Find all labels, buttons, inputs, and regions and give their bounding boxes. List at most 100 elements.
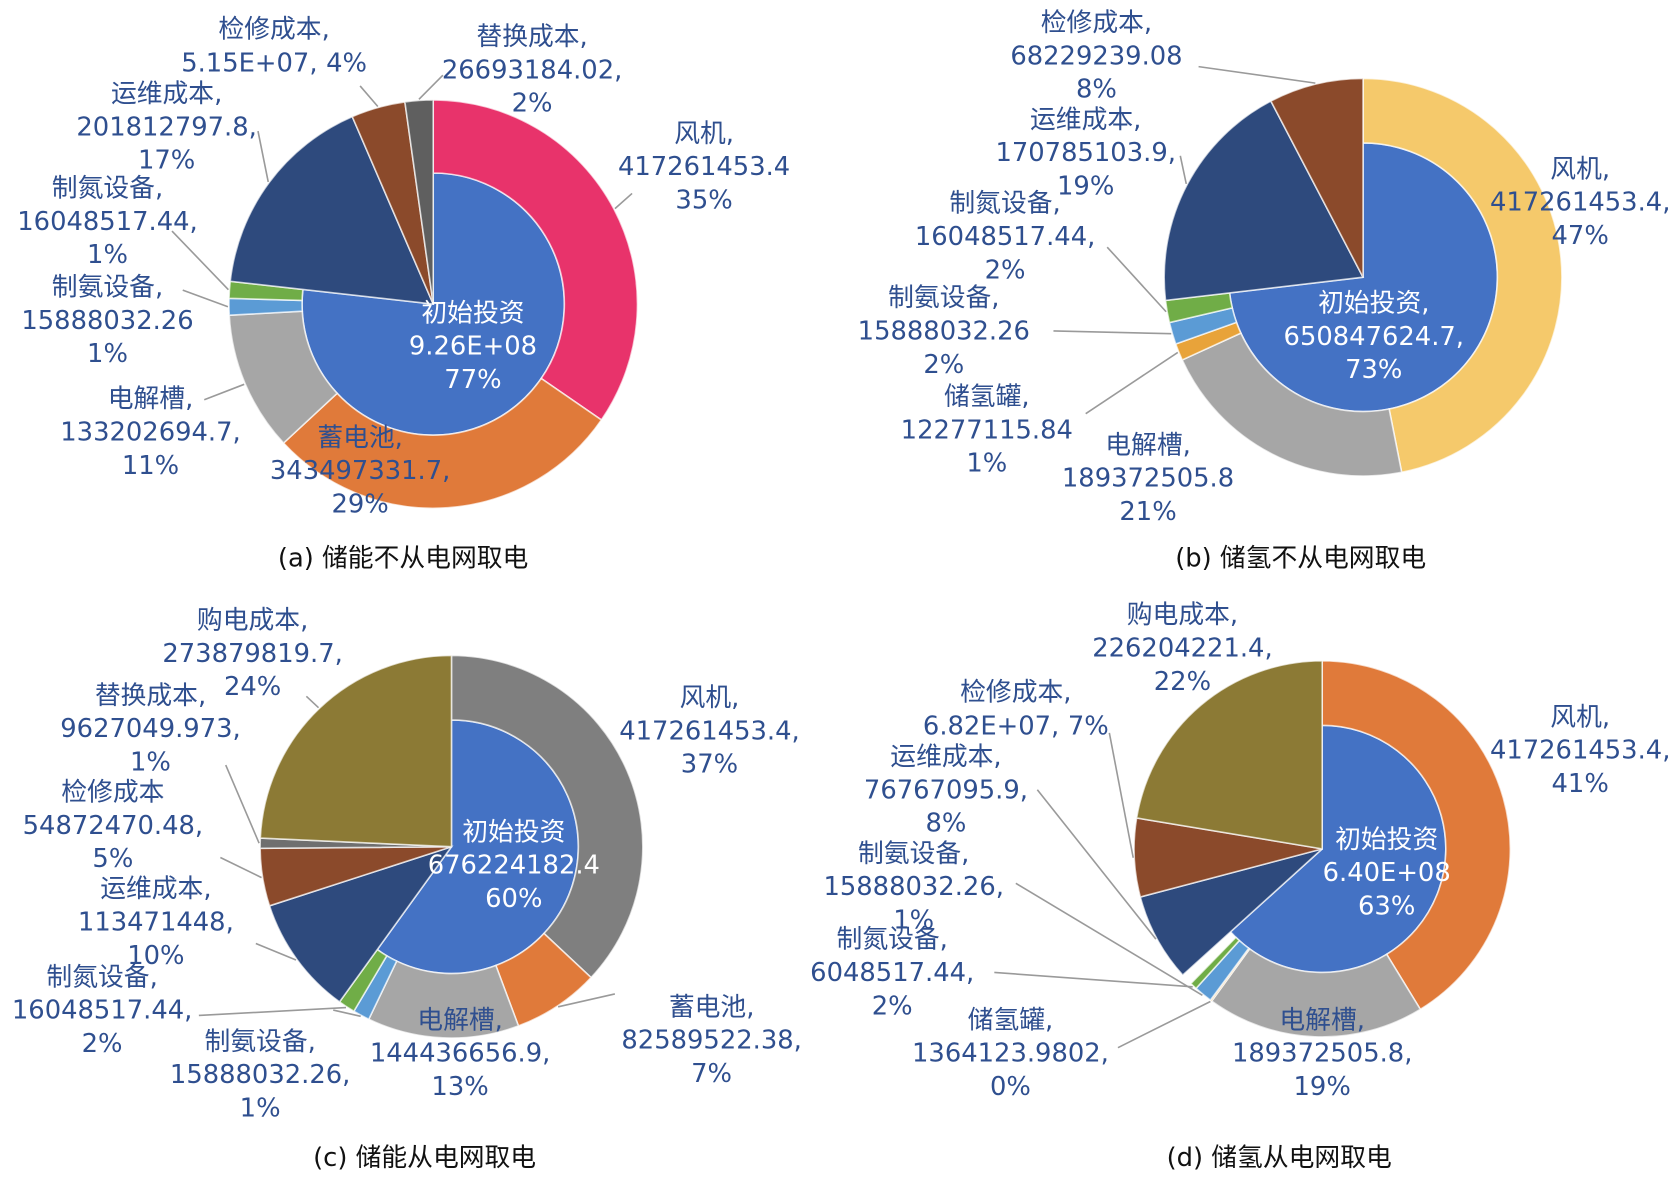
caption: (a) 储能不从电网取电 bbox=[278, 543, 528, 573]
label-value: 76767095.9, bbox=[864, 775, 1028, 805]
label-name: 制氨设备, bbox=[888, 283, 999, 313]
label-percent: 35% bbox=[675, 185, 732, 215]
label-percent: 2% bbox=[512, 89, 553, 119]
label-name: 运维成本, bbox=[100, 874, 211, 904]
label-percent: 2% bbox=[872, 991, 913, 1021]
label-percent: 41% bbox=[1552, 769, 1609, 799]
label-percent: 1% bbox=[893, 905, 934, 935]
label-percent: 17% bbox=[138, 146, 195, 176]
label-percent: 8% bbox=[1076, 75, 1117, 105]
leader-line bbox=[1106, 246, 1167, 313]
label-percent: 13% bbox=[431, 1072, 488, 1102]
label-value: 6.40E+08 bbox=[1323, 858, 1451, 888]
label-value: 676224182.4 bbox=[428, 851, 600, 881]
label-value: 1364123.9802, bbox=[912, 1039, 1109, 1069]
ring-wedge bbox=[1362, 77, 1563, 474]
leader-line bbox=[220, 856, 262, 879]
label-name: 风机, bbox=[674, 119, 734, 149]
ring-wedge bbox=[1321, 660, 1512, 1011]
label-value: 16048517.44, bbox=[12, 996, 192, 1026]
label-percent: 77% bbox=[444, 365, 501, 395]
label-name: 购电成本, bbox=[1127, 600, 1238, 630]
label-name: 风机, bbox=[680, 683, 740, 713]
label-name: 运维成本, bbox=[111, 79, 222, 109]
label-percent: 11% bbox=[122, 451, 179, 481]
label-percent: 7% bbox=[1068, 711, 1109, 741]
label-name: 初始投资 bbox=[421, 298, 524, 328]
pie-wedge bbox=[229, 115, 435, 306]
label-name: 蓄电池, bbox=[669, 992, 755, 1022]
label-percent: 8% bbox=[926, 809, 967, 839]
label-name: 制氨设备, bbox=[204, 1027, 315, 1057]
ring-wedge bbox=[450, 654, 644, 979]
label-percent: 63% bbox=[1358, 891, 1415, 921]
label-value: 417261453.4, bbox=[1490, 736, 1670, 766]
label-value: 189372505.8, bbox=[1232, 1039, 1412, 1069]
label-value: 273879819.7, bbox=[162, 639, 342, 669]
label-percent: 2% bbox=[923, 350, 964, 380]
label-value: 113471448, bbox=[78, 908, 234, 938]
leader-line bbox=[557, 993, 616, 1008]
label-value: 9627049.973, bbox=[60, 714, 240, 744]
label-name: 制氨设备, bbox=[858, 839, 969, 869]
pie-wedge bbox=[403, 99, 435, 305]
label-name: 风机, bbox=[1550, 702, 1610, 732]
label-name: 检修成本 bbox=[61, 778, 164, 808]
label-percent: 19% bbox=[1057, 171, 1114, 201]
label-value: 16048517.44, bbox=[915, 222, 1095, 252]
label-name: 购电成本, bbox=[197, 606, 308, 636]
leader-line bbox=[359, 85, 379, 107]
leader-line bbox=[418, 74, 444, 100]
pie-wedge bbox=[268, 845, 454, 1003]
leader-line bbox=[224, 764, 260, 844]
label-name: 储氢罐, bbox=[944, 382, 1030, 412]
label-name: 制氮设备, bbox=[52, 174, 163, 204]
leader-line bbox=[1198, 65, 1316, 84]
label-name: 电解槽, bbox=[1105, 430, 1191, 460]
label-value: 12277115.84 bbox=[901, 415, 1073, 445]
label-value: 417261453.4, bbox=[1490, 188, 1670, 218]
label-name: 制氮设备, bbox=[46, 962, 157, 992]
label-percent: 1% bbox=[87, 240, 128, 270]
leader-line bbox=[1053, 330, 1172, 335]
label-percent: 1% bbox=[130, 747, 171, 777]
label-percent: 19% bbox=[1294, 1072, 1351, 1102]
label-name: 运维成本, bbox=[1030, 105, 1141, 135]
label-value: 650847624.7, bbox=[1284, 322, 1464, 352]
label-percent: 2% bbox=[82, 1029, 123, 1059]
label-percent: 22% bbox=[1154, 667, 1211, 697]
label-line: 6.82E+07, 7% bbox=[923, 711, 1109, 741]
label-value: 133202694.7, bbox=[60, 418, 240, 448]
pie-wedge bbox=[1135, 660, 1323, 850]
label-value: 68229239.08 bbox=[1010, 41, 1182, 71]
label-value: 417261453.4 bbox=[618, 152, 790, 182]
label-value: 54872470.48, bbox=[23, 811, 203, 841]
leader-line bbox=[305, 695, 320, 709]
label-value: 226204221.4, bbox=[1092, 634, 1272, 664]
label-value: 16048517.44, bbox=[17, 207, 197, 237]
label-percent: 10% bbox=[127, 941, 184, 971]
label-value: 343497331.7, bbox=[270, 456, 450, 486]
label-percent: 1% bbox=[240, 1093, 281, 1123]
leader-line bbox=[1036, 789, 1157, 940]
label-name: 蓄电池, bbox=[317, 423, 403, 453]
label-percent: 21% bbox=[1119, 497, 1176, 527]
caption: (c) 储能从电网取电 bbox=[313, 1143, 536, 1173]
label-name: 运维成本, bbox=[890, 742, 1001, 772]
label-name: 风机, bbox=[1550, 154, 1610, 184]
label-name: 检修成本, bbox=[1041, 8, 1152, 38]
label-value: 15888032.26 bbox=[21, 306, 193, 336]
leader-line bbox=[203, 383, 245, 401]
label-name: 替换成本, bbox=[95, 681, 206, 711]
label-percent: 1% bbox=[87, 339, 128, 369]
leader-line bbox=[1179, 155, 1188, 185]
label-value: 170785103.9, bbox=[995, 138, 1175, 168]
label-percent: 5% bbox=[92, 844, 133, 874]
pie-wedge bbox=[259, 654, 453, 848]
pie-wedge bbox=[1163, 99, 1365, 302]
label-name: 电解槽, bbox=[417, 1005, 503, 1035]
label-percent: 4% bbox=[326, 48, 367, 78]
leader-line bbox=[182, 289, 229, 308]
label-name: 制氮设备, bbox=[837, 925, 948, 955]
